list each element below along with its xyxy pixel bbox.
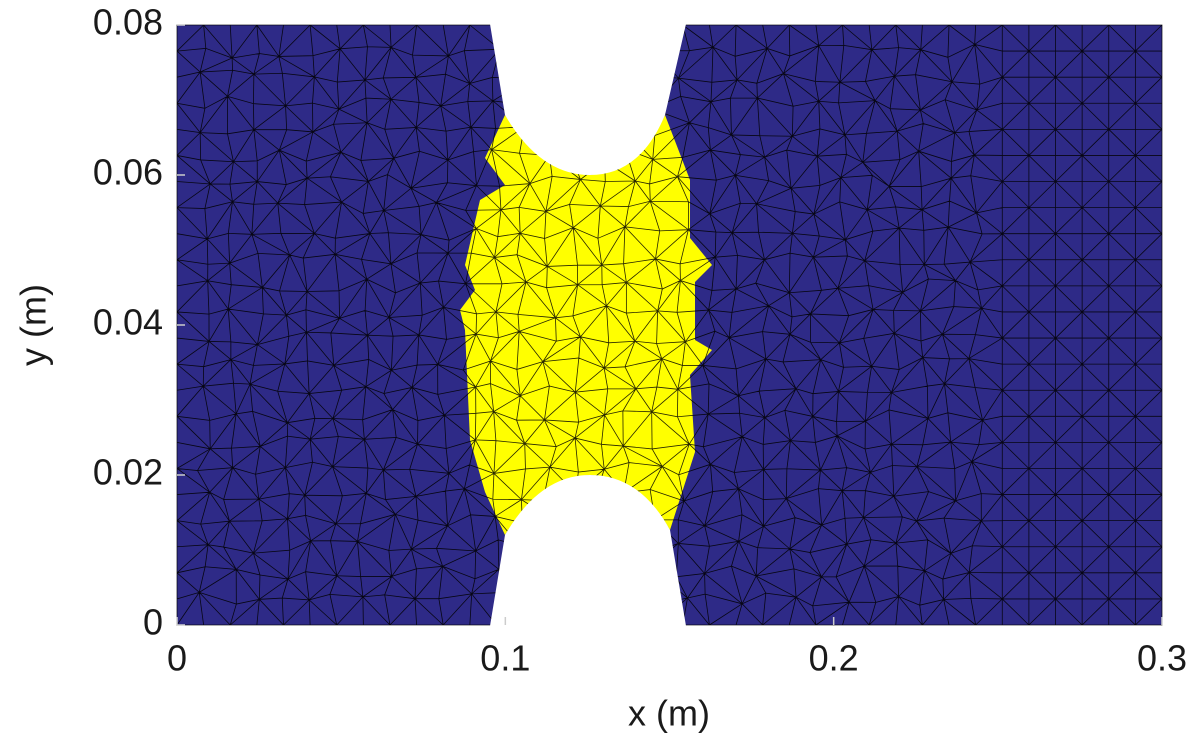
y-tick-label: 0.02 <box>93 452 163 493</box>
x-tick-label: 0 <box>167 638 187 679</box>
highlight-region <box>460 115 712 535</box>
y-tick-label: 0.04 <box>93 302 163 343</box>
x-tick-label: 0.2 <box>809 638 859 679</box>
x-tick-label: 0.3 <box>1137 638 1187 679</box>
mesh-plot <box>176 24 1163 626</box>
y-tick-label: 0.08 <box>93 2 163 43</box>
x-tick-label: 0.1 <box>480 638 530 679</box>
x-axis-label: x (m) <box>628 693 710 734</box>
y-tick-label: 0.06 <box>93 152 163 193</box>
hole <box>490 24 686 175</box>
y-axis-label: y (m) <box>13 284 54 366</box>
hole <box>490 475 686 626</box>
y-tick-label: 0 <box>143 602 163 643</box>
